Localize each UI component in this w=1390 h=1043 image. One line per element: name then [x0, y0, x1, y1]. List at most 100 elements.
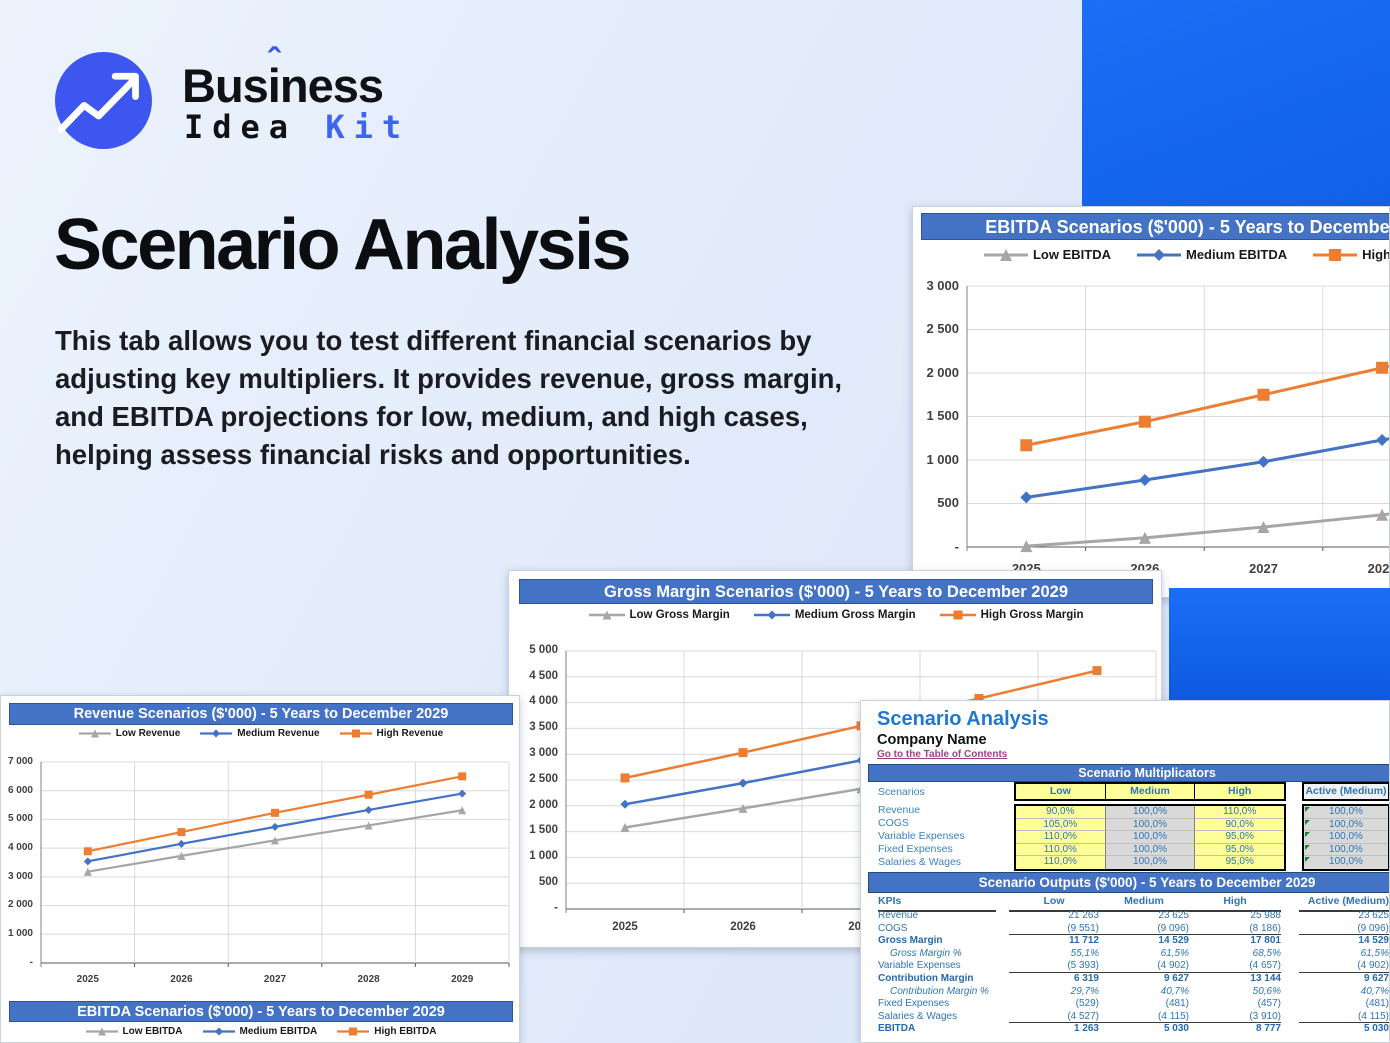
- multiplicator-cell-high[interactable]: 110,0%: [1195, 806, 1285, 819]
- y-axis-tick-label: 2 500: [529, 772, 558, 785]
- y-axis-tick-label: 3 000: [529, 747, 558, 760]
- scenario-analysis-sheet: Scenario Analysis Company Name Go to the…: [860, 700, 1390, 1043]
- x-axis-tick-label: 2029: [451, 974, 474, 985]
- multiplicator-cell-high[interactable]: 95,0%: [1195, 831, 1285, 844]
- multiplicator-cell-high[interactable]: 95,0%: [1195, 856, 1285, 869]
- outputs-value: (9 551): [1067, 922, 1099, 934]
- outputs-value: 14 529: [1158, 935, 1189, 947]
- logo-wordmark-ideakit: Idea Kit: [184, 108, 411, 146]
- multiplicator-cell-medium: 100,0%: [1105, 831, 1196, 844]
- y-axis-tick-label: 7 000: [7, 755, 33, 767]
- header-underline: [878, 910, 996, 912]
- decorative-blue-block-top: [1082, 0, 1390, 206]
- row-rule: [1009, 934, 1281, 936]
- y-axis-tick-label: 500: [937, 495, 959, 511]
- outputs-column-header: Low: [1043, 895, 1065, 907]
- header-underline: [1299, 910, 1389, 912]
- y-axis-tick-label: 2 000: [7, 899, 33, 911]
- outputs-value: 1 263: [1073, 1023, 1099, 1035]
- y-axis-tick-label: 3 000: [7, 870, 33, 882]
- formula-corner-triangle: [1305, 819, 1310, 825]
- outputs-value: 5 030: [1163, 1023, 1189, 1035]
- x-axis-tick-label: 2027: [263, 974, 287, 985]
- row-rule: [1299, 1022, 1389, 1024]
- kpis-header: KPIs: [878, 895, 902, 907]
- y-axis-tick-label: 4 000: [7, 841, 33, 853]
- multiplicator-cell-high[interactable]: 90,0%: [1195, 818, 1285, 832]
- outputs-value: (9 096): [1357, 922, 1389, 934]
- multiplicator-row-label: Revenue: [878, 804, 921, 816]
- outputs-value: 68,5%: [1252, 947, 1281, 959]
- active-multiplicator-cell: 100,0%: [1304, 843, 1388, 857]
- legend-item: Low Gross Margin: [588, 609, 730, 621]
- trending-up-arrow-icon: [57, 72, 139, 133]
- sheet-title: Scenario Analysis: [877, 708, 1049, 730]
- column-header-low: Low: [1016, 784, 1106, 799]
- outputs-value: 5 030: [1363, 1023, 1389, 1035]
- multiplicator-cell-low[interactable]: 110,0%: [1016, 843, 1106, 857]
- outputs-value: (3 910): [1249, 1010, 1281, 1022]
- y-axis-tick-label: 4 500: [529, 669, 558, 682]
- outputs-value: 25 988: [1250, 910, 1281, 921]
- page-title: Scenario Analysis: [54, 205, 632, 285]
- multiplicator-row-label: COGS: [878, 817, 909, 829]
- outputs-value: 8 777: [1255, 1023, 1281, 1035]
- outputs-row: Fixed Expenses (529) (481) (457) (481): [878, 998, 1389, 1010]
- row-rule: [1009, 1022, 1281, 1024]
- legend-item: Low EBITDA: [85, 1026, 183, 1037]
- legend-item: Medium EBITDA: [1136, 247, 1287, 262]
- outputs-value: 13 144: [1250, 972, 1281, 984]
- multiplicator-cell-low[interactable]: 110,0%: [1016, 856, 1106, 869]
- multiplicator-row-label: Variable Expenses: [878, 830, 965, 842]
- column-header-high: High: [1228, 785, 1252, 797]
- multiplicator-row-label: Salaries & Wages: [878, 856, 962, 868]
- outputs-table: Revenue 21 263 23 625 25 988 23 625 COGS (9 55…: [861, 910, 1389, 1036]
- legend-item: Low EBITDA: [983, 247, 1111, 262]
- multiplicator-cell-low[interactable]: 105,0%: [1016, 818, 1106, 832]
- x-axis-tick-label: 2026: [730, 921, 756, 933]
- multiplicator-cell-low[interactable]: 90,0%: [1016, 806, 1106, 819]
- outputs-value: 61,5%: [1360, 947, 1389, 959]
- outputs-column-headers: KPIs Low Medium High Active (Medium): [861, 895, 1389, 912]
- scenario-multiplicators-header: Scenario Multiplicators: [868, 764, 1389, 782]
- y-axis-tick-label: 2 500: [926, 321, 959, 337]
- outputs-value: 9 627: [1363, 972, 1389, 984]
- outputs-row: Revenue 21 263 23 625 25 988 23 625: [878, 910, 1389, 921]
- logo-circle: [55, 52, 152, 149]
- table-of-contents-link[interactable]: Go to the Table of Contents: [877, 749, 1008, 760]
- y-axis-tick-label: 1 500: [926, 408, 959, 424]
- row-rule: [1299, 934, 1389, 936]
- gross-margin-chart-legend: Low Gross Margin Medium Gross Margin High …: [519, 609, 1153, 621]
- outputs-value: (4 527): [1067, 1010, 1099, 1022]
- revenue-chart-title: Revenue Scenarios ($'000) - 5 Years to D…: [9, 703, 513, 725]
- y-axis-tick-label: 1 000: [7, 928, 33, 940]
- outputs-value: 40,7%: [1160, 985, 1189, 997]
- outputs-column-header: Active (Medium): [1307, 895, 1389, 907]
- multiplicator-cell-medium: 100,0%: [1105, 843, 1196, 857]
- x-axis-tick-label: 2027: [1249, 561, 1278, 576]
- outputs-value: 17 801: [1250, 935, 1281, 947]
- outputs-value: 6 319: [1073, 972, 1099, 984]
- multiplicator-cells: 90,0% 100,0% 110,0% 105,0% 100,0% 90,0% 110,0%…: [1014, 804, 1286, 871]
- multiplicator-cell-low[interactable]: 110,0%: [1016, 831, 1106, 844]
- formula-corner-triangle: [1305, 807, 1310, 812]
- legend-item: High EBITDA: [337, 1026, 437, 1037]
- outputs-value: 11 712: [1068, 935, 1099, 947]
- y-axis-tick-label: 3 500: [529, 721, 558, 734]
- x-axis-tick-label: 2025: [612, 921, 638, 933]
- legend-item: High Gross Margin: [939, 609, 1083, 621]
- outputs-row: Gross Margin % 55,1% 61,5% 68,5% 61,5%: [890, 947, 1389, 959]
- x-axis-tick-label: 2028: [1367, 561, 1390, 576]
- outputs-row: Contribution Margin 6 319 9 627 13 144 9 627: [878, 972, 1389, 984]
- outputs-value: (9 096): [1157, 922, 1189, 934]
- outputs-value: 40,7%: [1360, 985, 1389, 997]
- multiplicator-cell-high[interactable]: 95,0%: [1195, 843, 1285, 857]
- row-rule: [1299, 971, 1389, 973]
- outputs-value: 21 263: [1068, 910, 1099, 921]
- multiplicator-cell-medium: 100,0%: [1105, 856, 1196, 869]
- scenarios-row-label: Scenarios: [878, 786, 925, 798]
- outputs-row: EBITDA 1 263 5 030 8 777 5 030: [878, 1023, 1389, 1035]
- outputs-value: (481): [1165, 998, 1189, 1010]
- y-axis-tick-label: 1 000: [529, 850, 558, 863]
- formula-corner-triangle: [1305, 832, 1310, 838]
